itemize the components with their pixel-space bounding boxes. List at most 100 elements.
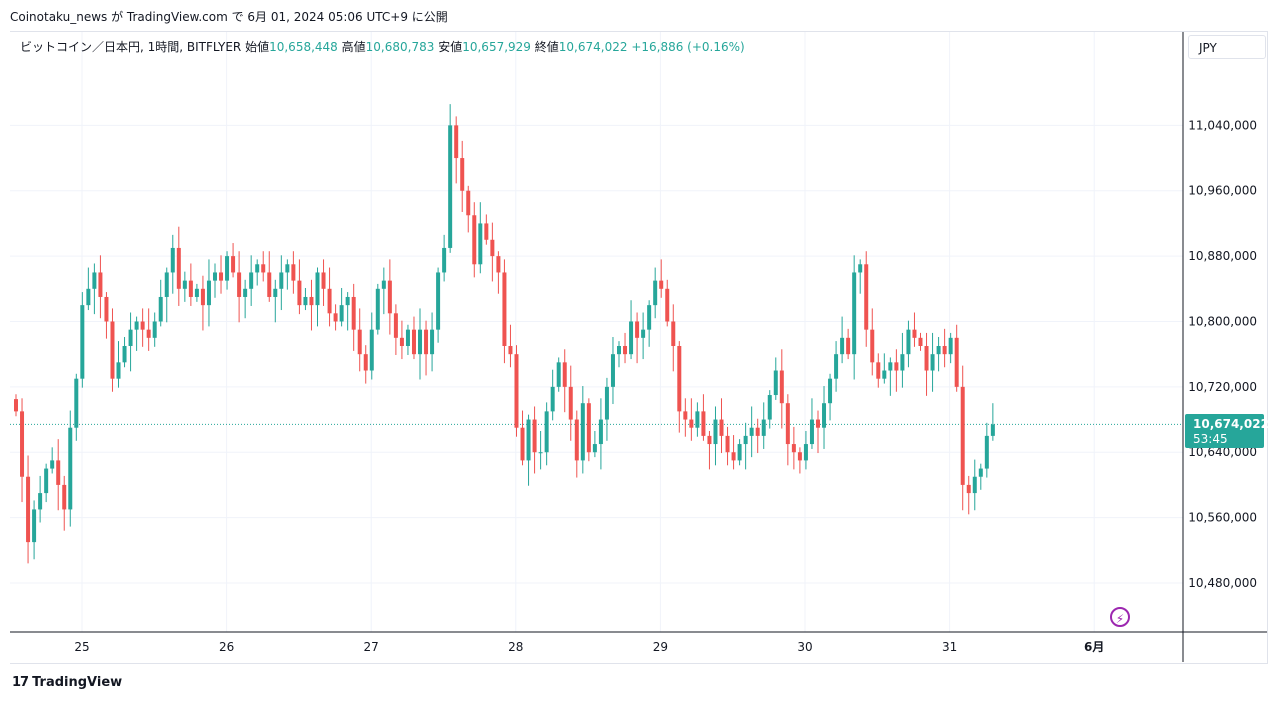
candle — [858, 259, 863, 294]
chart-frame — [10, 31, 1268, 664]
candle-body — [285, 264, 290, 273]
candle-body — [822, 403, 827, 428]
candle-body — [864, 264, 869, 330]
candle-body — [206, 280, 211, 306]
candle-body — [436, 272, 441, 330]
candle — [146, 308, 151, 351]
candle-body — [176, 247, 181, 289]
candle-body — [966, 484, 971, 494]
candle-body — [936, 346, 941, 355]
candle-body — [164, 272, 169, 297]
candle — [170, 234, 175, 294]
candle — [719, 398, 724, 454]
candle — [966, 475, 971, 515]
candle-body — [719, 419, 724, 436]
candle — [803, 430, 808, 470]
candle — [610, 337, 615, 405]
flash-icon[interactable]: ⚡ — [1110, 607, 1130, 627]
candle-body — [315, 272, 320, 306]
candle-body — [960, 386, 965, 485]
candle-body — [846, 337, 851, 355]
candle-body — [418, 329, 423, 355]
high-value: 10,680,783 — [365, 40, 435, 54]
candle-body — [641, 329, 646, 338]
candle — [532, 406, 537, 474]
candle-body — [466, 190, 471, 216]
candle — [182, 271, 187, 302]
candle-body — [592, 444, 597, 453]
candle-body — [858, 264, 863, 273]
candle — [888, 357, 893, 396]
tradingview-logo[interactable]: 17 TradingView — [12, 675, 122, 690]
candle-body — [695, 411, 700, 428]
candle-body — [212, 272, 217, 281]
candle — [110, 308, 115, 392]
candle-body — [80, 305, 85, 379]
candle-body — [580, 403, 585, 461]
candle — [92, 263, 97, 315]
candle — [592, 430, 597, 458]
candle — [882, 353, 887, 384]
candle — [448, 104, 453, 253]
candle — [188, 263, 193, 306]
candle-body — [472, 215, 477, 265]
candle — [219, 255, 224, 294]
x-tick-label: 26 — [219, 640, 234, 654]
candle — [677, 341, 682, 433]
candle-body — [146, 329, 151, 338]
candle-body — [182, 280, 187, 289]
candle — [737, 439, 742, 466]
candle — [212, 263, 217, 298]
candle — [309, 279, 314, 331]
candle — [14, 394, 18, 417]
candle — [870, 308, 875, 376]
candle — [767, 390, 772, 429]
candle — [948, 332, 953, 364]
candle — [267, 251, 272, 302]
candle — [538, 430, 543, 470]
candle-body — [779, 370, 784, 404]
candle-body — [990, 424, 995, 436]
candle — [912, 312, 917, 347]
candle-body — [104, 296, 109, 322]
current-price-value: 10,674,022 — [1193, 417, 1269, 431]
candle-body — [291, 264, 296, 281]
candle-body — [785, 403, 790, 445]
candle — [387, 259, 392, 335]
candle-body — [888, 362, 893, 371]
candle — [635, 312, 640, 364]
candle-body — [375, 288, 380, 330]
candle-body — [532, 419, 537, 453]
candle-body — [737, 444, 742, 461]
candle-body — [840, 337, 845, 355]
candle-body — [116, 362, 121, 379]
candle — [526, 414, 531, 486]
candle — [44, 463, 49, 503]
candle — [478, 202, 483, 274]
candle-body — [671, 321, 676, 346]
candle-body — [478, 223, 483, 265]
candle-body — [689, 419, 694, 428]
x-axis-labels: 25 26 27 28 29 30 31 6月 — [74, 640, 1104, 654]
candle-body — [828, 378, 833, 404]
candle-body — [701, 411, 706, 436]
candle — [116, 341, 121, 388]
currency-selector[interactable]: JPY — [1188, 35, 1266, 59]
x-tick-label: 6月 — [1084, 640, 1104, 654]
candle-body — [544, 411, 549, 453]
candle-body — [520, 427, 525, 461]
candle — [876, 353, 881, 388]
candle — [906, 320, 911, 368]
candle — [846, 328, 851, 360]
candle — [960, 365, 965, 511]
symbol-label[interactable]: ビットコイン／日本円, 1時間, BITFLYER — [20, 40, 242, 54]
candle — [176, 226, 181, 306]
candle-body — [906, 329, 911, 355]
candle — [363, 345, 368, 384]
candle — [20, 398, 25, 503]
candle — [303, 287, 308, 311]
candle — [598, 398, 603, 470]
candle-body — [188, 280, 193, 297]
candle-body — [363, 354, 368, 371]
